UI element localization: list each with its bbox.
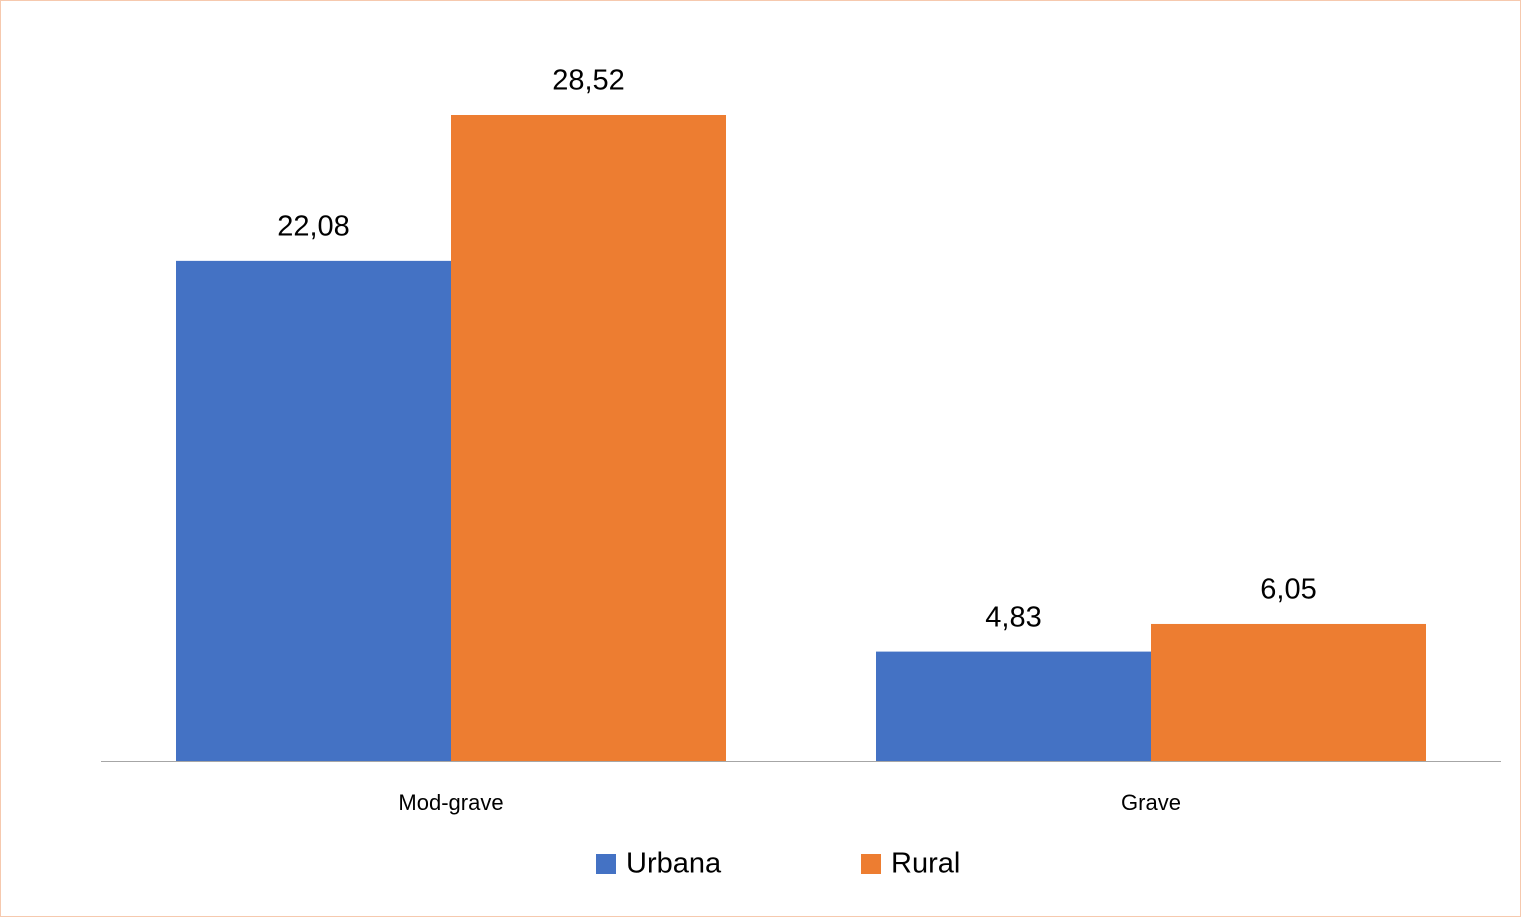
legend-swatch [596, 854, 616, 874]
value-label: 6,05 [1260, 574, 1316, 606]
value-label: 28,52 [552, 65, 625, 97]
bar [176, 260, 451, 761]
value-label: 4,83 [985, 601, 1041, 633]
value-label: 22,08 [277, 211, 350, 243]
x-tick-label: Mod-grave [398, 790, 503, 815]
bar [451, 115, 726, 761]
legend-label: Rural [891, 848, 960, 880]
legend-label: Urbana [626, 848, 722, 880]
legend-swatch [861, 854, 881, 874]
bar [1151, 623, 1426, 761]
bar [876, 651, 1151, 761]
x-tick-label: Grave [1121, 790, 1181, 815]
